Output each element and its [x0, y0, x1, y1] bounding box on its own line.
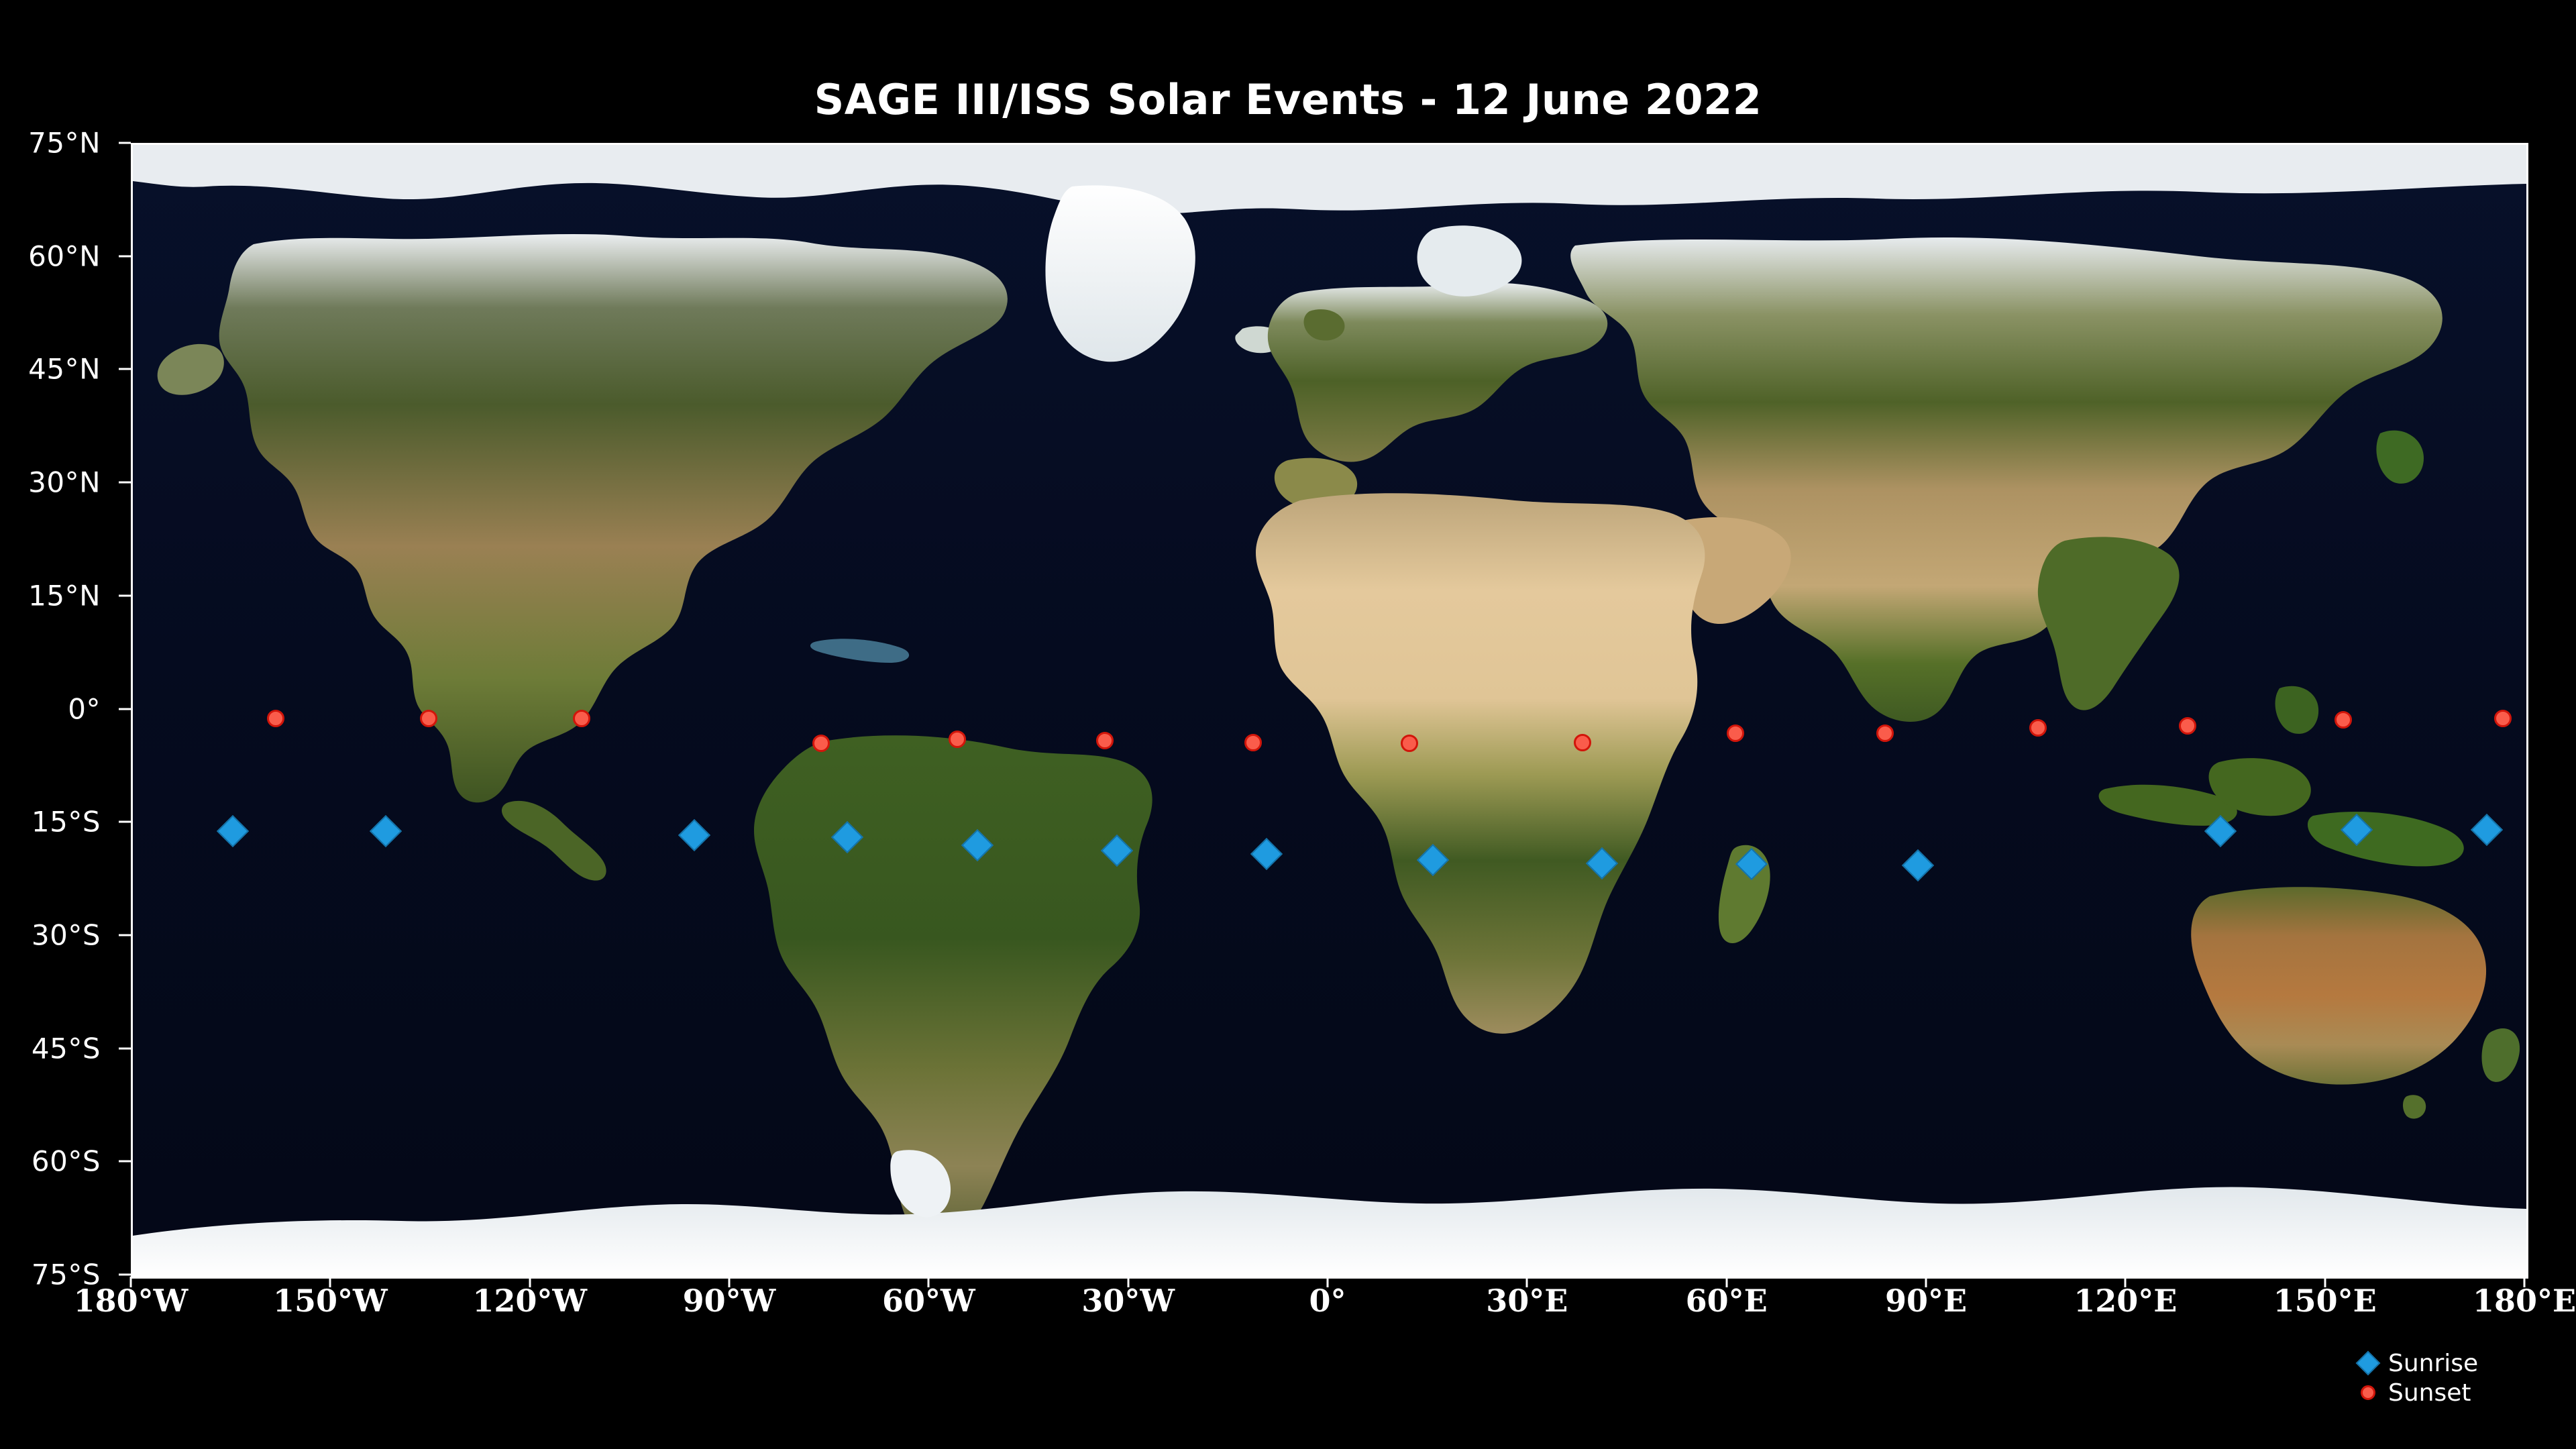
scandinavia	[1417, 225, 1522, 297]
x-tick-mark	[129, 1277, 132, 1287]
y-tick-mark	[119, 820, 131, 823]
y-tick-label: 15°N	[28, 579, 101, 612]
tasmania	[2403, 1095, 2426, 1119]
south-america	[754, 735, 1152, 1243]
europe	[1267, 282, 1608, 462]
y-tick-mark	[119, 1273, 131, 1276]
x-tick-mark	[1725, 1277, 1728, 1287]
arctic-ice	[133, 145, 2526, 214]
x-tick-label: 120°W	[472, 1283, 587, 1319]
x-tick-mark	[1127, 1277, 1130, 1287]
legend-item-sunset: Sunset	[2348, 1378, 2569, 1407]
y-tick-label: 30°N	[28, 466, 101, 499]
x-tick-label: 150°E	[2273, 1283, 2377, 1319]
legend: Sunrise Sunset	[2348, 1348, 2569, 1407]
japan	[2376, 430, 2424, 484]
asia	[1570, 237, 2443, 722]
x-tick-mark	[1525, 1277, 1528, 1287]
x-tick-label: 30°W	[1081, 1283, 1175, 1319]
greenland	[1045, 185, 1195, 362]
y-tick-label: 45°N	[28, 352, 101, 386]
north-america	[219, 233, 1008, 803]
india	[2037, 537, 2180, 710]
map-plot-area	[131, 143, 2528, 1279]
y-tick-label: 60°S	[31, 1144, 101, 1178]
indonesia	[2098, 784, 2237, 826]
central-america	[501, 800, 606, 881]
x-tick-label: 90°W	[682, 1283, 776, 1319]
caribbean-islands	[810, 639, 910, 663]
x-tick-mark	[529, 1277, 531, 1287]
borneo	[2208, 758, 2311, 816]
sunset-circle-icon	[2348, 1385, 2388, 1400]
x-tick-label: 120°E	[2074, 1283, 2178, 1319]
y-tick-label: 15°S	[31, 805, 101, 839]
philippines	[2275, 686, 2319, 734]
y-tick-mark	[119, 1160, 131, 1163]
x-tick-mark	[2124, 1277, 2127, 1287]
y-tick-mark	[119, 708, 131, 710]
x-tick-label: 30°E	[1486, 1283, 1568, 1319]
y-tick-label: 0°	[68, 692, 101, 725]
x-tick-mark	[2324, 1277, 2326, 1287]
x-tick-mark	[1326, 1277, 1329, 1287]
x-tick-mark	[1925, 1277, 1927, 1287]
y-tick-mark	[119, 255, 131, 258]
y-tick-mark	[119, 142, 131, 144]
africa	[1256, 493, 1705, 1034]
x-tick-mark	[927, 1277, 930, 1287]
new-zealand	[2481, 1028, 2520, 1082]
y-tick-mark	[119, 368, 131, 370]
y-tick-mark	[119, 481, 131, 484]
x-tick-mark	[728, 1277, 731, 1287]
x-tick-label: 60°E	[1685, 1283, 1768, 1319]
y-tick-label: 30°S	[31, 918, 101, 952]
alaska	[157, 343, 224, 395]
antarctic-peninsula	[890, 1150, 951, 1218]
world-basemap	[133, 145, 2526, 1277]
x-tick-label: 60°W	[881, 1283, 975, 1319]
x-tick-label: 150°W	[272, 1283, 388, 1319]
chart-title: SAGE III/ISS Solar Events - 12 June 2022	[814, 75, 1762, 124]
x-tick-mark	[2523, 1277, 2526, 1287]
y-tick-label: 75°N	[28, 126, 101, 160]
british-isles	[1303, 309, 1345, 341]
x-tick-label: 0°	[1309, 1283, 1346, 1319]
y-tick-mark	[119, 1047, 131, 1050]
australia	[2191, 887, 2487, 1085]
legend-label-sunrise: Sunrise	[2388, 1349, 2479, 1377]
x-tick-label: 90°E	[1884, 1283, 1968, 1319]
y-tick-mark	[119, 934, 131, 936]
y-tick-label: 60°N	[28, 239, 101, 273]
y-tick-label: 75°S	[31, 1258, 101, 1291]
y-tick-mark	[119, 594, 131, 597]
legend-item-sunrise: Sunrise	[2348, 1348, 2569, 1378]
sunrise-diamond-icon	[2348, 1350, 2388, 1376]
x-tick-mark	[329, 1277, 331, 1287]
x-tick-label: 180°W	[73, 1283, 189, 1319]
x-tick-label: 180°E	[2472, 1283, 2576, 1319]
y-tick-label: 45°S	[31, 1032, 101, 1065]
legend-label-sunset: Sunset	[2388, 1379, 2471, 1407]
antarctica	[133, 1187, 2526, 1277]
